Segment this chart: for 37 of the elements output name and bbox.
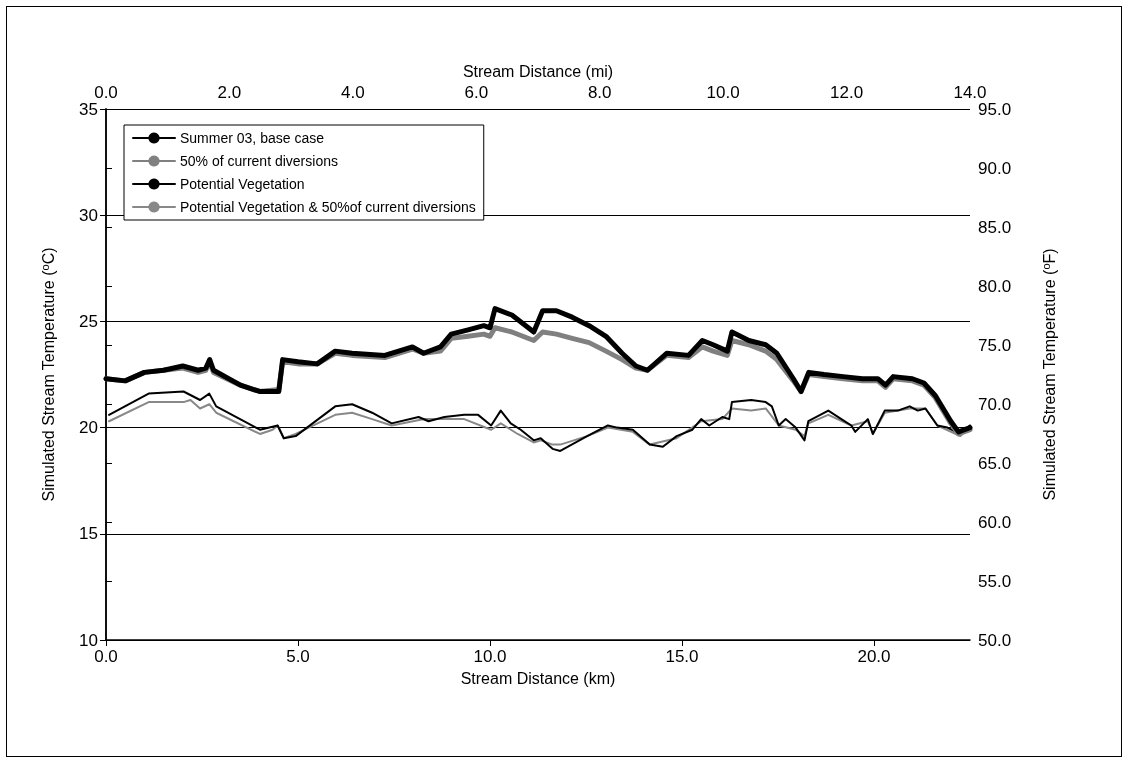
y2-tick-label: 70.0 [978,394,1012,414]
legend-label: 50% of current diversions [180,153,338,169]
legend-label: Potential Vegetation [180,176,305,192]
y-axis-title: Simulated Stream Temperature (oC) [38,247,57,502]
x-axis-title: Stream Distance (km) [460,669,616,687]
y2-tick-label: 90.0 [978,158,1012,178]
x-tick-label: 0.0 [94,647,118,666]
x-tick-label: 5.0 [286,647,310,666]
y-tick-label: 10 [79,630,98,650]
y2-tick-label: 55.0 [978,571,1012,591]
y-tick-label: 25 [79,311,98,331]
y2-tick-label: 65.0 [978,453,1012,473]
x-tick-label: 15.0 [665,647,699,666]
y2-axis-title: Simulated Stream Temperature (oF) [1039,248,1058,501]
x-tick-label: 10.0 [473,647,507,666]
y-tick-label: 20 [79,418,98,438]
x2-tick-label: 10.0 [706,83,740,102]
legend-label: Potential Vegetation & 50%of current diversions [180,199,476,215]
y2-tick-label: 75.0 [978,335,1012,355]
y2-tick-label: 50.0 [978,630,1012,650]
x2-tick-label: 2.0 [217,83,242,102]
x2-tick-label: 8.0 [587,83,612,102]
x2-tick-label: 4.0 [341,83,365,102]
x2-axis-title: Stream Distance (mi) [462,62,614,80]
x2-tick-label: 6.0 [464,83,489,102]
y2-tick-label: 85.0 [978,217,1012,237]
y-tick-label: 15 [79,524,98,544]
y2-tick-label: 80.0 [978,276,1012,296]
x2-tick-label: 12.0 [830,83,864,102]
legend-label: Summer 03, base case [180,130,325,146]
y2-tick-label: 60.0 [978,512,1012,532]
y-tick-label: 35 [79,99,98,119]
y2-tick-label: 95.0 [978,99,1012,119]
x-tick-label: 20.0 [857,647,891,666]
x2-tick-label: 14.0 [953,83,987,102]
x2-tick-label: 0.0 [94,83,118,102]
y-tick-label: 30 [79,205,98,225]
